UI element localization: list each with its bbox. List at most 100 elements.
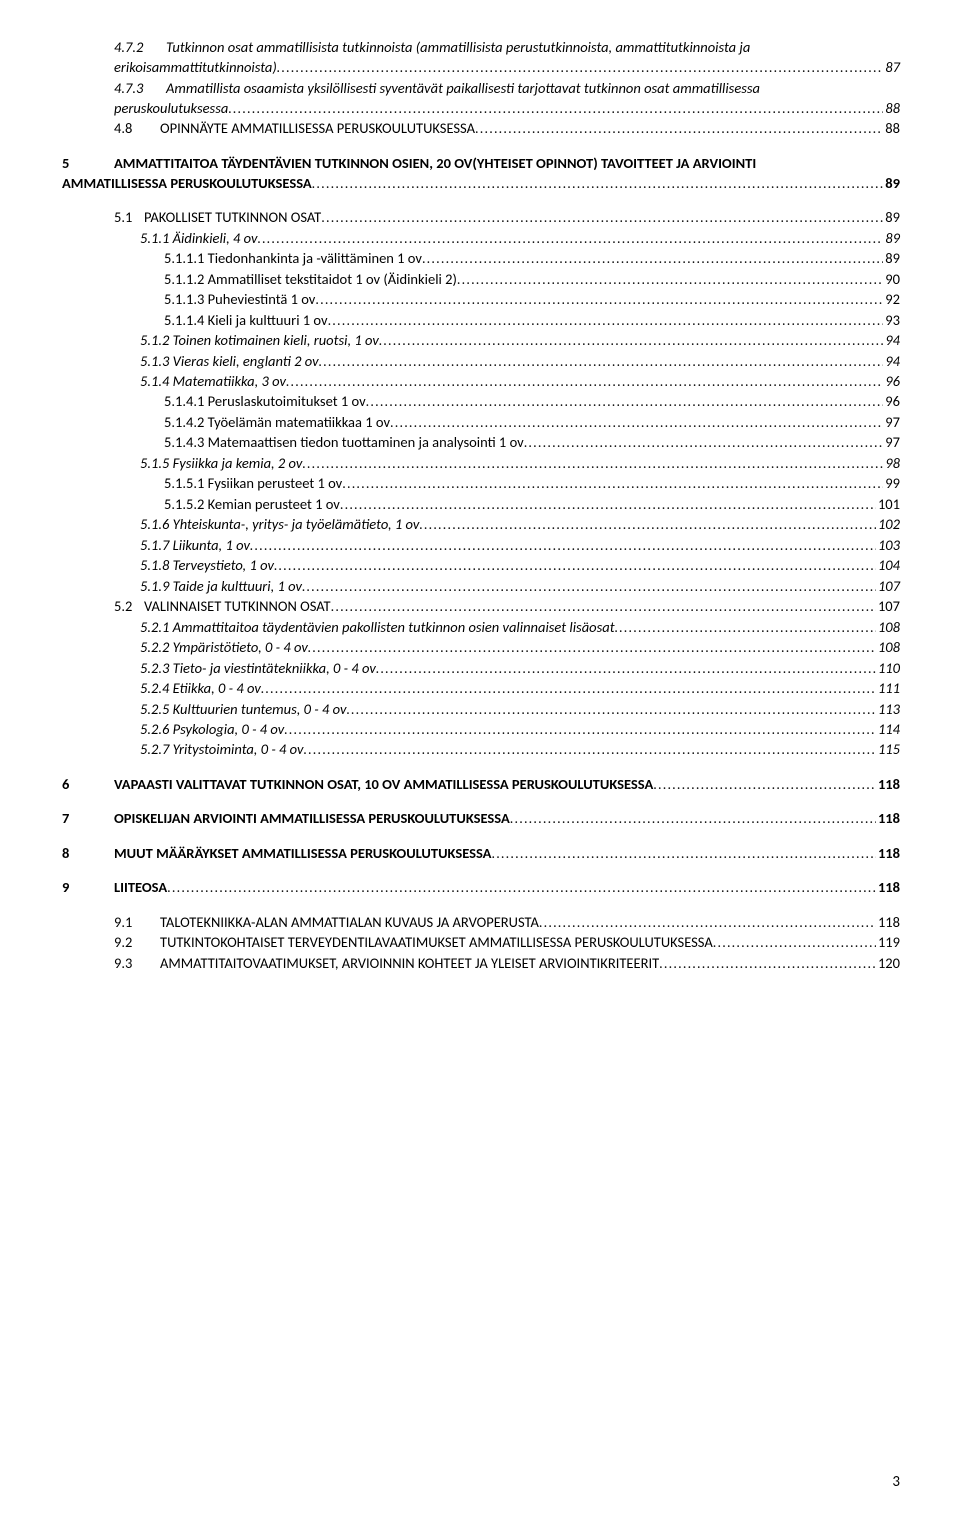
toc-entry-label: 7OPISKELIJAN ARVIOINTI AMMATILLISESSA PE… [62,809,510,828]
toc-entry-text: peruskoulutuksessa [114,99,228,118]
toc-entry-text: VAPAASTI VALITTAVAT TUTKINNON OSAT, 10 O… [114,775,653,793]
toc-entry: 5.1.3 Vieras kieli, englanti 2 ov.......… [62,352,900,371]
toc-entry: 5.1.6 Yhteiskunta-, yritys- ja työelämät… [62,515,900,534]
toc-page-number: 119 [876,933,900,952]
page-number: 3 [62,1473,900,1493]
toc-entry-text: 5.1.8 Terveystieto, 1 ov [140,556,274,574]
toc-entry-text: 5.1.6 Yhteiskunta-, yritys- ja työelämät… [140,515,419,533]
toc-entry: 5.1.4.3 Matemaattisen tiedon tuottaminen… [62,433,900,452]
toc-entry: 5.2.5 Kulttuurien tuntemus, 0 - 4 ov....… [62,700,900,719]
toc-leader: ........................................… [328,312,884,330]
toc-entry-text: 5.1.1.2 Ammatilliset tekstitaidot 1 ov (… [164,270,457,288]
toc-leader: ........................................… [274,557,876,575]
toc-entry-text: erikoisammattitutkinnoista) [114,58,277,77]
toc-entry-text: 5.1.3 Vieras kieli, englanti 2 ov [140,352,319,370]
toc-leader: ........................................… [713,934,876,952]
toc-page-number: 88 [883,119,900,138]
toc-leader: ........................................… [653,776,876,794]
toc-entry: 5AMMATTITAITOA TÄYDENTÄVIEN TUTKINNON OS… [62,154,900,173]
toc-entry: 9.2TUTKINTOKOHTAISET TERVEYDENTILAVAATIM… [62,933,900,952]
toc-page-number: 97 [883,433,900,452]
toc-page-number: 102 [876,515,900,534]
toc-leader: ........................................… [342,475,883,493]
toc-entry-number: 5.2 [114,597,144,616]
toc-leader: ........................................… [308,639,876,657]
toc-entry: 5.1.1.1 Tiedonhankinta ja -välittäminen … [62,249,900,268]
toc-entry-text: 5.2.3 Tieto- ja viestintätekniikka, 0 - … [140,659,376,677]
toc-entry-label: 5.1.6 Yhteiskunta-, yritys- ja työelämät… [140,515,419,534]
toc-leader: ........................................… [284,721,876,739]
toc-entry: 5.1.4 Matematiikka, 3 ov................… [62,372,900,391]
toc-page-number: 118 [876,775,900,794]
toc-entry-text: 5.2.2 Ympäristötieto, 0 - 4 ov [140,638,308,656]
toc-entry-label: 4.7.2Tutkinnon osat ammatillisista tutki… [114,38,750,57]
toc-entry: 5.2.7 Yritystoiminta, 0 - 4 ov..........… [62,740,900,759]
toc-leader: ........................................… [539,914,876,932]
toc-entry-text: OPINNÄYTE AMMATILLISESSA PERUSKOULUTUKSE… [160,119,475,137]
toc-entry-label: 9.2TUTKINTOKOHTAISET TERVEYDENTILAVAATIM… [114,933,713,952]
toc-page-number: 96 [883,372,900,391]
toc-leader: ........................................… [302,578,876,596]
toc-entry-label: 5.1.5.2 Kemian perusteet 1 ov [164,495,340,514]
toc-entry-text: 5.1.1.1 Tiedonhankinta ja -välittäminen … [164,249,422,267]
toc-entry-label: 5.1.5 Fysiikka ja kemia, 2 ov [140,454,302,473]
toc-entry-text: 5.1.4.1 Peruslaskutoimitukset 1 ov [164,392,366,410]
toc-entry-label: 5.1.1.2 Ammatilliset tekstitaidot 1 ov (… [164,270,457,289]
toc-page-number: 111 [876,679,900,698]
toc-page-number: 93 [883,311,900,330]
toc-entry: 5.1.1.4 Kieli ja kulttuuri 1 ov.........… [62,311,900,330]
toc-page-number: 115 [876,740,900,759]
toc-entry-text: AMMATILLISESSA PERUSKOULUTUKSESSA [62,174,312,193]
toc-entry: 9.1TALOTEKNIIKKA-ALAN AMMATTIALAN KUVAUS… [62,913,900,932]
toc-leader: ........................................… [302,455,883,473]
toc-entry-text: 5.2.1 Ammattitaitoa täydentävien pakolli… [140,618,615,636]
toc-entry-text: 5.1.4 Matematiikka, 3 ov [140,372,286,390]
toc-leader: ........................................… [167,879,876,897]
toc-entry-text: AMMATTITAITOA TÄYDENTÄVIEN TUTKINNON OSI… [114,154,756,172]
toc-entry-text: 5.1.2 Toinen kotimainen kieli, ruotsi, 1… [140,331,379,349]
toc-page-number: 120 [876,954,900,973]
toc-leader: ........................................… [379,332,883,350]
toc-leader: ........................................… [261,680,876,698]
toc-entry-text: 5.1.7 Liikunta, 1 ov [140,536,250,554]
toc-entry-text: 5.1.4.2 Työelämän matematiikkaa 1 ov [164,413,390,431]
toc-entry: 5.1.4.2 Työelämän matematiikkaa 1 ov....… [62,413,900,432]
toc-entry-label: 4.8OPINNÄYTE AMMATILLISESSA PERUSKOULUTU… [114,119,475,138]
toc-leader: ........................................… [346,701,876,719]
toc-entry-label: 5.2VALINNAISET TUTKINNON OSAT [114,597,331,616]
toc-entry-label: 5.1.4 Matematiikka, 3 ov [140,372,286,391]
toc-leader: ........................................… [315,291,883,309]
toc-entry-label: 5.2.3 Tieto- ja viestintätekniikka, 0 - … [140,659,376,678]
toc-entry: 5.2VALINNAISET TUTKINNON OSAT...........… [62,597,900,616]
toc-entry-text: TALOTEKNIIKKA-ALAN AMMATTIALAN KUVAUS JA… [160,913,539,931]
toc-leader: ........................................… [366,393,884,411]
toc-leader: ........................................… [422,250,883,268]
toc-page-number: 89 [883,229,900,248]
toc-entry-label: 5.2.5 Kulttuurien tuntemus, 0 - 4 ov [140,700,346,719]
toc-entry-text: 5.1.9 Taide ja kulttuuri, 1 ov [140,577,302,595]
toc-entry: 5.1.2 Toinen kotimainen kieli, ruotsi, 1… [62,331,900,350]
toc-entry-text: TUTKINTOKOHTAISET TERVEYDENTILAVAATIMUKS… [160,933,713,951]
toc-leader: ........................................… [510,810,876,828]
toc-entry-label: 5.1.7 Liikunta, 1 ov [140,536,250,555]
toc-entry: 7OPISKELIJAN ARVIOINTI AMMATILLISESSA PE… [62,809,900,828]
toc-entry-text: 5.1.5.1 Fysiikan perusteet 1 ov [164,474,342,492]
toc-entry: 5.2.1 Ammattitaitoa täydentävien pakolli… [62,618,900,637]
toc-entry-text: VALINNAISET TUTKINNON OSAT [144,597,331,615]
toc-entry-text: MUUT MÄÄRÄYKSET AMMATILLISESSA PERUSKOUL… [114,844,491,862]
toc-entry: 5.1PAKOLLISET TUTKINNON OSAT............… [62,208,900,227]
toc-page-number: 113 [876,700,900,719]
toc-entry-wrap: erikoisammattitutkinnoista).............… [62,58,900,77]
toc-page-number: 107 [876,577,900,596]
toc-entry-text: Ammatillista osaamista yksilöllisesti sy… [166,79,760,97]
toc-leader: ........................................… [304,741,876,759]
toc-leader: ........................................… [475,120,883,138]
toc-entry: 5.1.8 Terveystieto, 1 ov................… [62,556,900,575]
toc-page-number: 88 [883,99,900,118]
toc-entry-label: 5.1.4.3 Matemaattisen tiedon tuottaminen… [164,433,524,452]
toc-entry-text: LIITEOSA [114,878,167,896]
toc-page-number: 92 [883,290,900,309]
toc-entry-number: 8 [62,844,114,863]
toc-entry-text: 5.1.5.2 Kemian perusteet 1 ov [164,495,340,513]
toc-page-number: 97 [883,413,900,432]
